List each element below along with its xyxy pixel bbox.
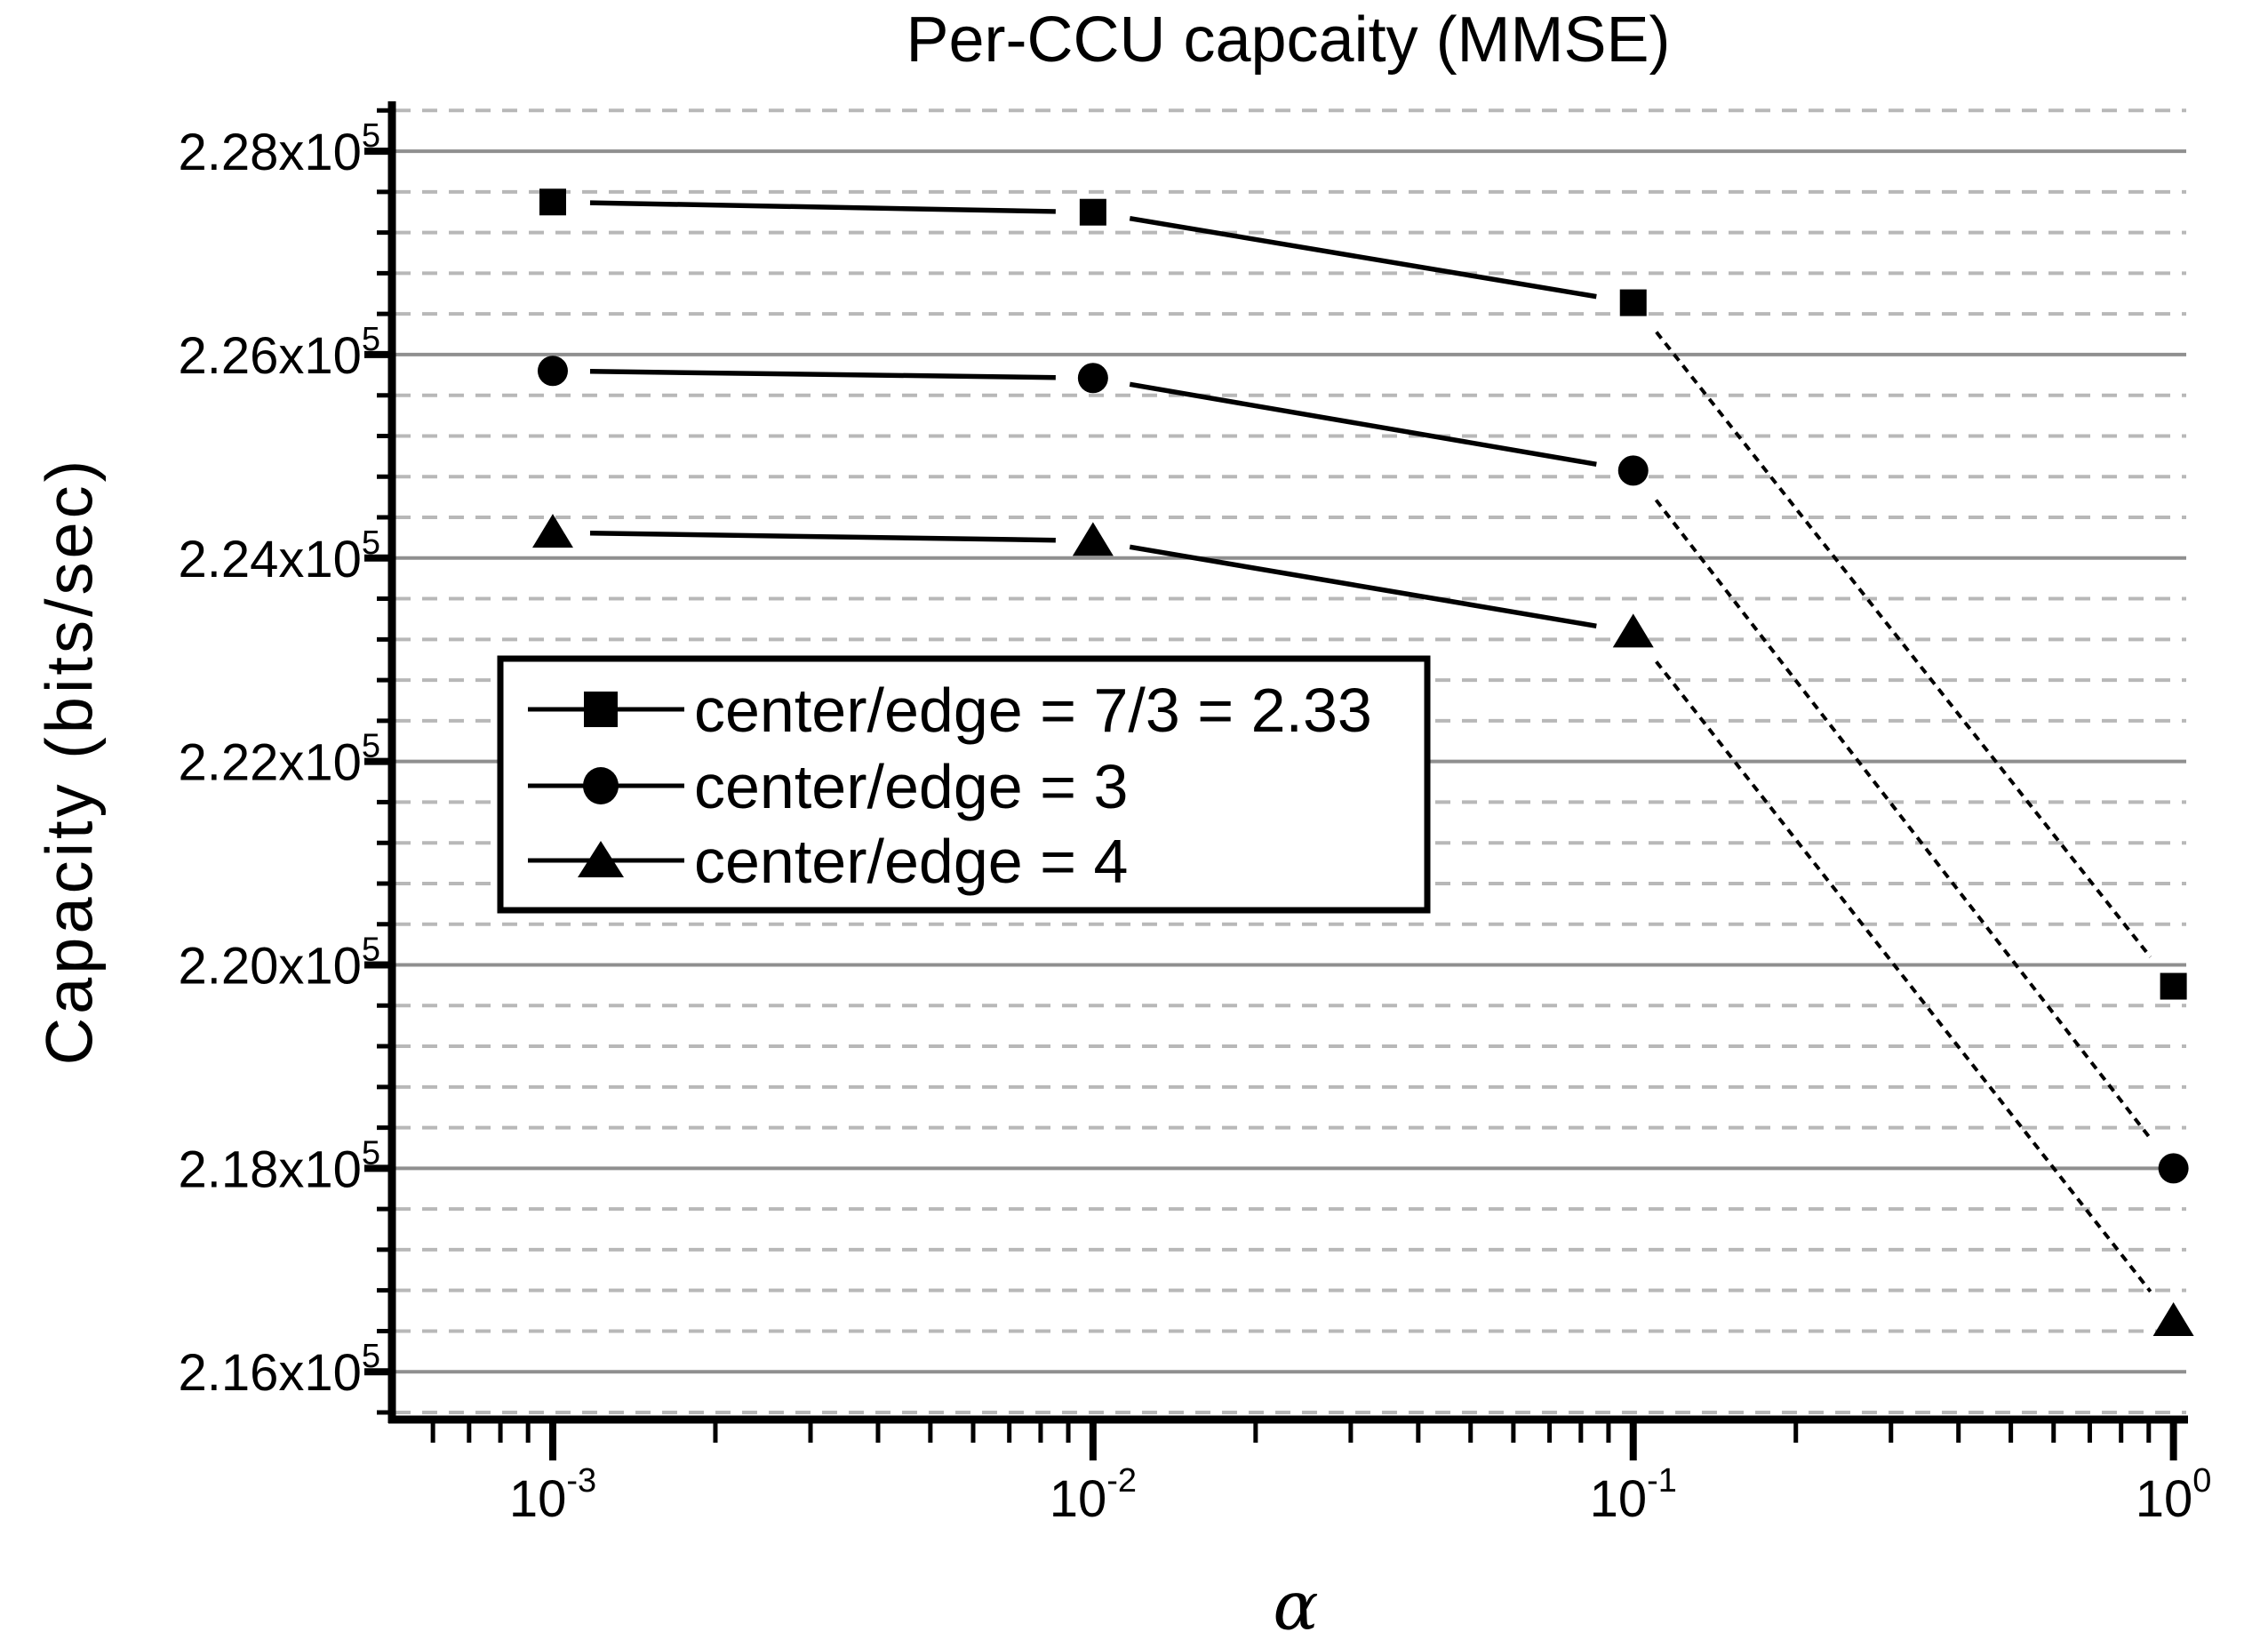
y-tick-label: 2.16x105 [178, 1338, 380, 1402]
legend-label: center/edge = 4 [694, 827, 1128, 896]
series-triangle [531, 514, 2194, 1337]
y-tick-labels: 2.16x105 2.18x105 2.20x105 2.22x105 2.24x105… [178, 117, 380, 1402]
x-tick-label: 100 [2136, 1462, 2212, 1528]
y-tick-label: 2.26x105 [178, 321, 380, 385]
legend-entry-triangle: center/edge = 4 [528, 827, 1128, 896]
legend: center/edge = 7/3 = 2.33 center/edge = 3c… [497, 655, 1431, 914]
legend-entry-circle: center/edge = 3 [528, 752, 1128, 821]
x-axis-label: α [1273, 1565, 1319, 1645]
square-marker-icon [1079, 198, 1106, 226]
circle-marker-icon [537, 356, 568, 387]
triangle-marker-icon [2152, 1302, 2194, 1337]
triangle-marker-icon [578, 841, 624, 877]
x-tick-label: 10-2 [1050, 1462, 1137, 1528]
legend-label: center/edge = 7/3 = 2.33 [694, 676, 1372, 745]
x-tick-labels: 10-3 10-2 10-1 100 [509, 1462, 2212, 1528]
triangle-marker-icon [1072, 522, 1114, 556]
x-axis-ticks [430, 1420, 2177, 1460]
circle-marker-icon [583, 767, 619, 804]
series-circle [537, 356, 2189, 1184]
x-tick-label: 10-3 [509, 1462, 596, 1528]
square-marker-icon [584, 692, 618, 727]
triangle-marker-icon [531, 514, 573, 548]
legend-label: center/edge = 3 [694, 752, 1128, 821]
circle-marker-icon [2158, 1153, 2189, 1184]
x-tick-label: 10-1 [1590, 1462, 1677, 1528]
legend-entry-square: center/edge = 7/3 = 2.33 [528, 676, 1372, 745]
y-tick-label: 2.24x105 [178, 524, 380, 588]
chart-title: Per-CCU capcaity (MMSE) [906, 4, 1671, 76]
square-marker-icon [2160, 972, 2187, 1000]
series-square [539, 188, 2187, 1000]
square-marker-icon [1619, 289, 1647, 316]
y-tick-label: 2.20x105 [178, 932, 380, 996]
circle-marker-icon [1617, 455, 1649, 486]
y-tick-label: 2.28x105 [178, 117, 380, 181]
triangle-marker-icon [1612, 613, 1654, 648]
y-tick-label: 2.22x105 [178, 728, 380, 792]
y-tick-label: 2.18x105 [178, 1134, 380, 1198]
circle-marker-icon [1077, 363, 1108, 394]
axis-spines [387, 101, 2188, 1424]
square-marker-icon [539, 188, 566, 216]
